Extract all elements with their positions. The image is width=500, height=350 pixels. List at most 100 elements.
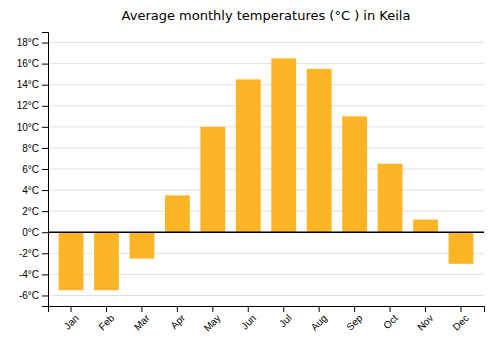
- grid-line: [48, 63, 484, 64]
- x-tick-mark: [106, 306, 107, 312]
- x-tick-label: Feb: [96, 312, 116, 332]
- x-tick-mark: [71, 306, 72, 312]
- y-tick-mark: [42, 190, 48, 191]
- grid-line: [48, 190, 484, 191]
- grid-line: [48, 147, 484, 148]
- y-tick: 16°C: [17, 58, 48, 69]
- x-tick: Dec: [450, 306, 470, 333]
- x-tick-mark: [319, 306, 320, 312]
- marks: [59, 58, 474, 290]
- x-tick-label: Aug: [309, 312, 329, 332]
- chart: -6°C -4°C -2°C 0°C 2°C 4°C 6°C 8°C 10°C 12°C 14°C 1…: [0, 0, 500, 350]
- y-tick-mark: [42, 106, 48, 107]
- x-tick: Nov: [415, 306, 435, 333]
- x-tick-label: Dec: [450, 312, 470, 332]
- bar: [449, 232, 474, 264]
- grid-line: [48, 105, 484, 106]
- y-tick-mark: [42, 169, 48, 170]
- bar: [200, 127, 225, 232]
- x-tick: May: [202, 306, 223, 334]
- y-tick-label: 6°C: [22, 164, 39, 175]
- grid-line: [48, 169, 484, 170]
- y-tick-label: 16°C: [17, 58, 39, 69]
- grid-line: [48, 84, 484, 85]
- y-tick-mark: [42, 211, 48, 212]
- y-tick-label: 14°C: [17, 79, 39, 90]
- y-tick: 14°C: [17, 79, 48, 90]
- x-tick: Jun: [239, 306, 258, 332]
- y-tick: 6°C: [22, 164, 48, 175]
- x-tick-label: Nov: [415, 312, 435, 332]
- x-tick: Aug: [309, 306, 329, 333]
- title: Average monthly temperatures (°C ) in Ke…: [122, 8, 411, 23]
- x-tick-label: Mar: [132, 312, 152, 332]
- x-tick-label: May: [202, 312, 223, 333]
- x-tick-label: Jul: [277, 312, 294, 329]
- y-tick-label: 10°C: [17, 122, 39, 133]
- x-tick-mark: [390, 306, 391, 312]
- y-tick: 8°C: [22, 143, 48, 154]
- y-tick-label: 12°C: [17, 100, 39, 111]
- x-tick-mark: [141, 306, 142, 312]
- x-tick: Apr: [168, 306, 187, 331]
- y-tick: -4°C: [19, 269, 48, 280]
- x-axis: Jan Feb Mar Apr May Jun Jul Aug Sep Oct Nov Dec: [49, 306, 485, 334]
- y-tick-label: 4°C: [22, 185, 39, 196]
- zero-line: [48, 231, 484, 233]
- x-tick-label: Oct: [381, 312, 400, 331]
- y-tick-mark: [42, 64, 48, 65]
- y-tick-mark: [42, 232, 48, 233]
- x-tick-mark: [248, 306, 249, 312]
- x-tick: Oct: [381, 306, 400, 331]
- bar: [378, 164, 403, 233]
- bar: [271, 58, 296, 232]
- x-tick: Jan: [62, 306, 81, 332]
- bar: [94, 232, 119, 290]
- grid: [48, 43, 484, 296]
- y-tick-label: 18°C: [17, 37, 39, 48]
- y-tick-mark: [42, 43, 48, 44]
- y-tick-mark: [42, 148, 48, 149]
- y-tick: 12°C: [17, 100, 48, 111]
- y-tick: 4°C: [22, 185, 48, 196]
- y-tick-label: 2°C: [22, 206, 39, 217]
- x-tick-mark: [212, 306, 213, 312]
- x-tick-mark: [460, 306, 461, 312]
- x-tick: Jul: [277, 306, 294, 329]
- y-tick-mark: [42, 85, 48, 86]
- y-tick-mark: [42, 253, 48, 254]
- y-tick-mark: [42, 295, 48, 296]
- grid-line: [48, 232, 484, 233]
- grid-line: [48, 126, 484, 127]
- bar: [165, 195, 190, 232]
- grid-line: [48, 295, 484, 296]
- x-tick: Feb: [96, 306, 116, 332]
- y-tick-mark: [42, 274, 48, 275]
- bar: [307, 69, 332, 232]
- bar: [342, 116, 367, 232]
- y-tick-label: -6°C: [19, 290, 39, 301]
- y-tick: -2°C: [19, 248, 48, 259]
- plot: -6°C -4°C -2°C 0°C 2°C 4°C 6°C 8°C 10°C 12°C 14°C 1…: [17, 33, 485, 334]
- x-axis-line: [49, 307, 485, 313]
- y-tick-label: 0°C: [22, 227, 39, 238]
- y-tick: 10°C: [17, 122, 48, 133]
- x-tick-mark: [177, 306, 178, 312]
- grid-line: [48, 211, 484, 212]
- bar: [59, 232, 84, 290]
- x-tick: Sep: [344, 306, 365, 333]
- x-tick-mark: [425, 306, 426, 312]
- y-axis: -6°C -4°C -2°C 0°C 2°C 4°C 6°C 8°C 10°C 12°C 14°C 1…: [17, 33, 49, 307]
- y-tick-label: 8°C: [22, 143, 39, 154]
- y-axis-line: [42, 33, 49, 307]
- grid-line: [48, 42, 484, 43]
- y-tick-mark: [42, 127, 48, 128]
- bar: [130, 232, 155, 258]
- y-tick: 18°C: [17, 37, 48, 48]
- y-tick: -6°C: [19, 290, 48, 301]
- y-tick: 2°C: [22, 206, 48, 217]
- x-tick: Mar: [132, 306, 152, 332]
- y-tick-label: -4°C: [19, 269, 39, 280]
- x-tick-label: Jan: [62, 312, 81, 331]
- bar: [236, 79, 261, 232]
